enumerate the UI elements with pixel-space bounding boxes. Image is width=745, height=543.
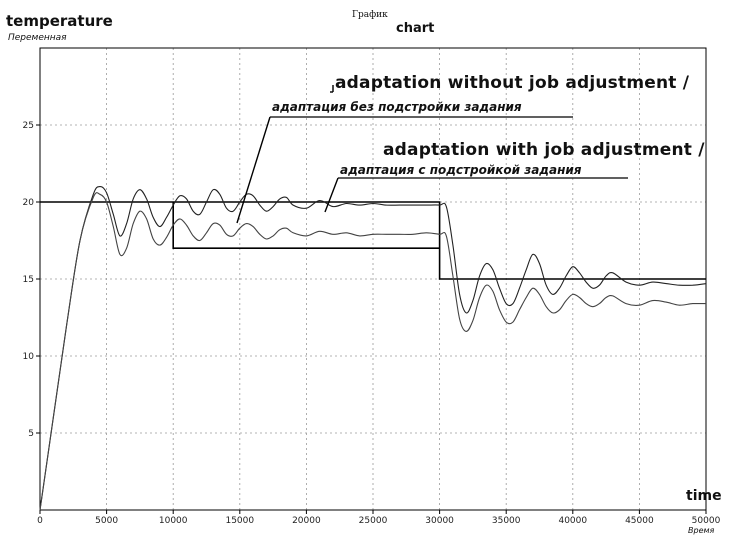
- y-tick-label-4: 25: [23, 121, 34, 131]
- x-tick-label-3: 15000: [225, 516, 254, 526]
- annotation-pointer-2: [324, 177, 339, 213]
- x-tick-label-10: 50000: [692, 516, 721, 526]
- y-tick-label-0: 5: [28, 429, 34, 439]
- x-axis-label-ru: Время: [688, 526, 715, 535]
- series-response-2: [39, 186, 707, 511]
- x-tick-label-4: 20000: [292, 516, 321, 526]
- y-tick-label-1: 10: [23, 352, 35, 362]
- y-axis-label: temperature: [6, 12, 113, 30]
- annotation-pointer-1: [236, 116, 271, 224]
- series-setpoint-1: [172, 202, 440, 249]
- y-axis-label-ru: Переменная: [8, 33, 67, 43]
- x-tick-label-9: 45000: [625, 516, 654, 526]
- y-tick-label-2: 15: [23, 275, 34, 285]
- chart-title: chart: [396, 21, 435, 36]
- annotation-with-adjustment: adaptation with job adjustment /: [383, 140, 705, 160]
- x-tick-label-7: 35000: [492, 516, 521, 526]
- chart-title-ru: График: [352, 10, 388, 20]
- annotation-without-adjustment-ru: адаптация без подстройки задания: [272, 100, 522, 114]
- series-response-3: [39, 192, 707, 511]
- x-tick-label-6: 30000: [425, 516, 454, 526]
- x-tick-label-5: 25000: [359, 516, 388, 526]
- annotation-without-adjustment: adaptation without job adjustment /: [335, 73, 690, 93]
- x-tick-label-8: 40000: [558, 516, 587, 526]
- x-tick-label-0: 0: [37, 516, 43, 526]
- x-axis-label: time: [686, 488, 722, 504]
- annotation-with-adjustment-ru: адаптация с подстройкой задания: [340, 163, 582, 177]
- y-tick-label-3: 20: [23, 198, 35, 208]
- x-tick-label-1: 5000: [95, 516, 118, 526]
- x-tick-label-2: 10000: [159, 516, 188, 526]
